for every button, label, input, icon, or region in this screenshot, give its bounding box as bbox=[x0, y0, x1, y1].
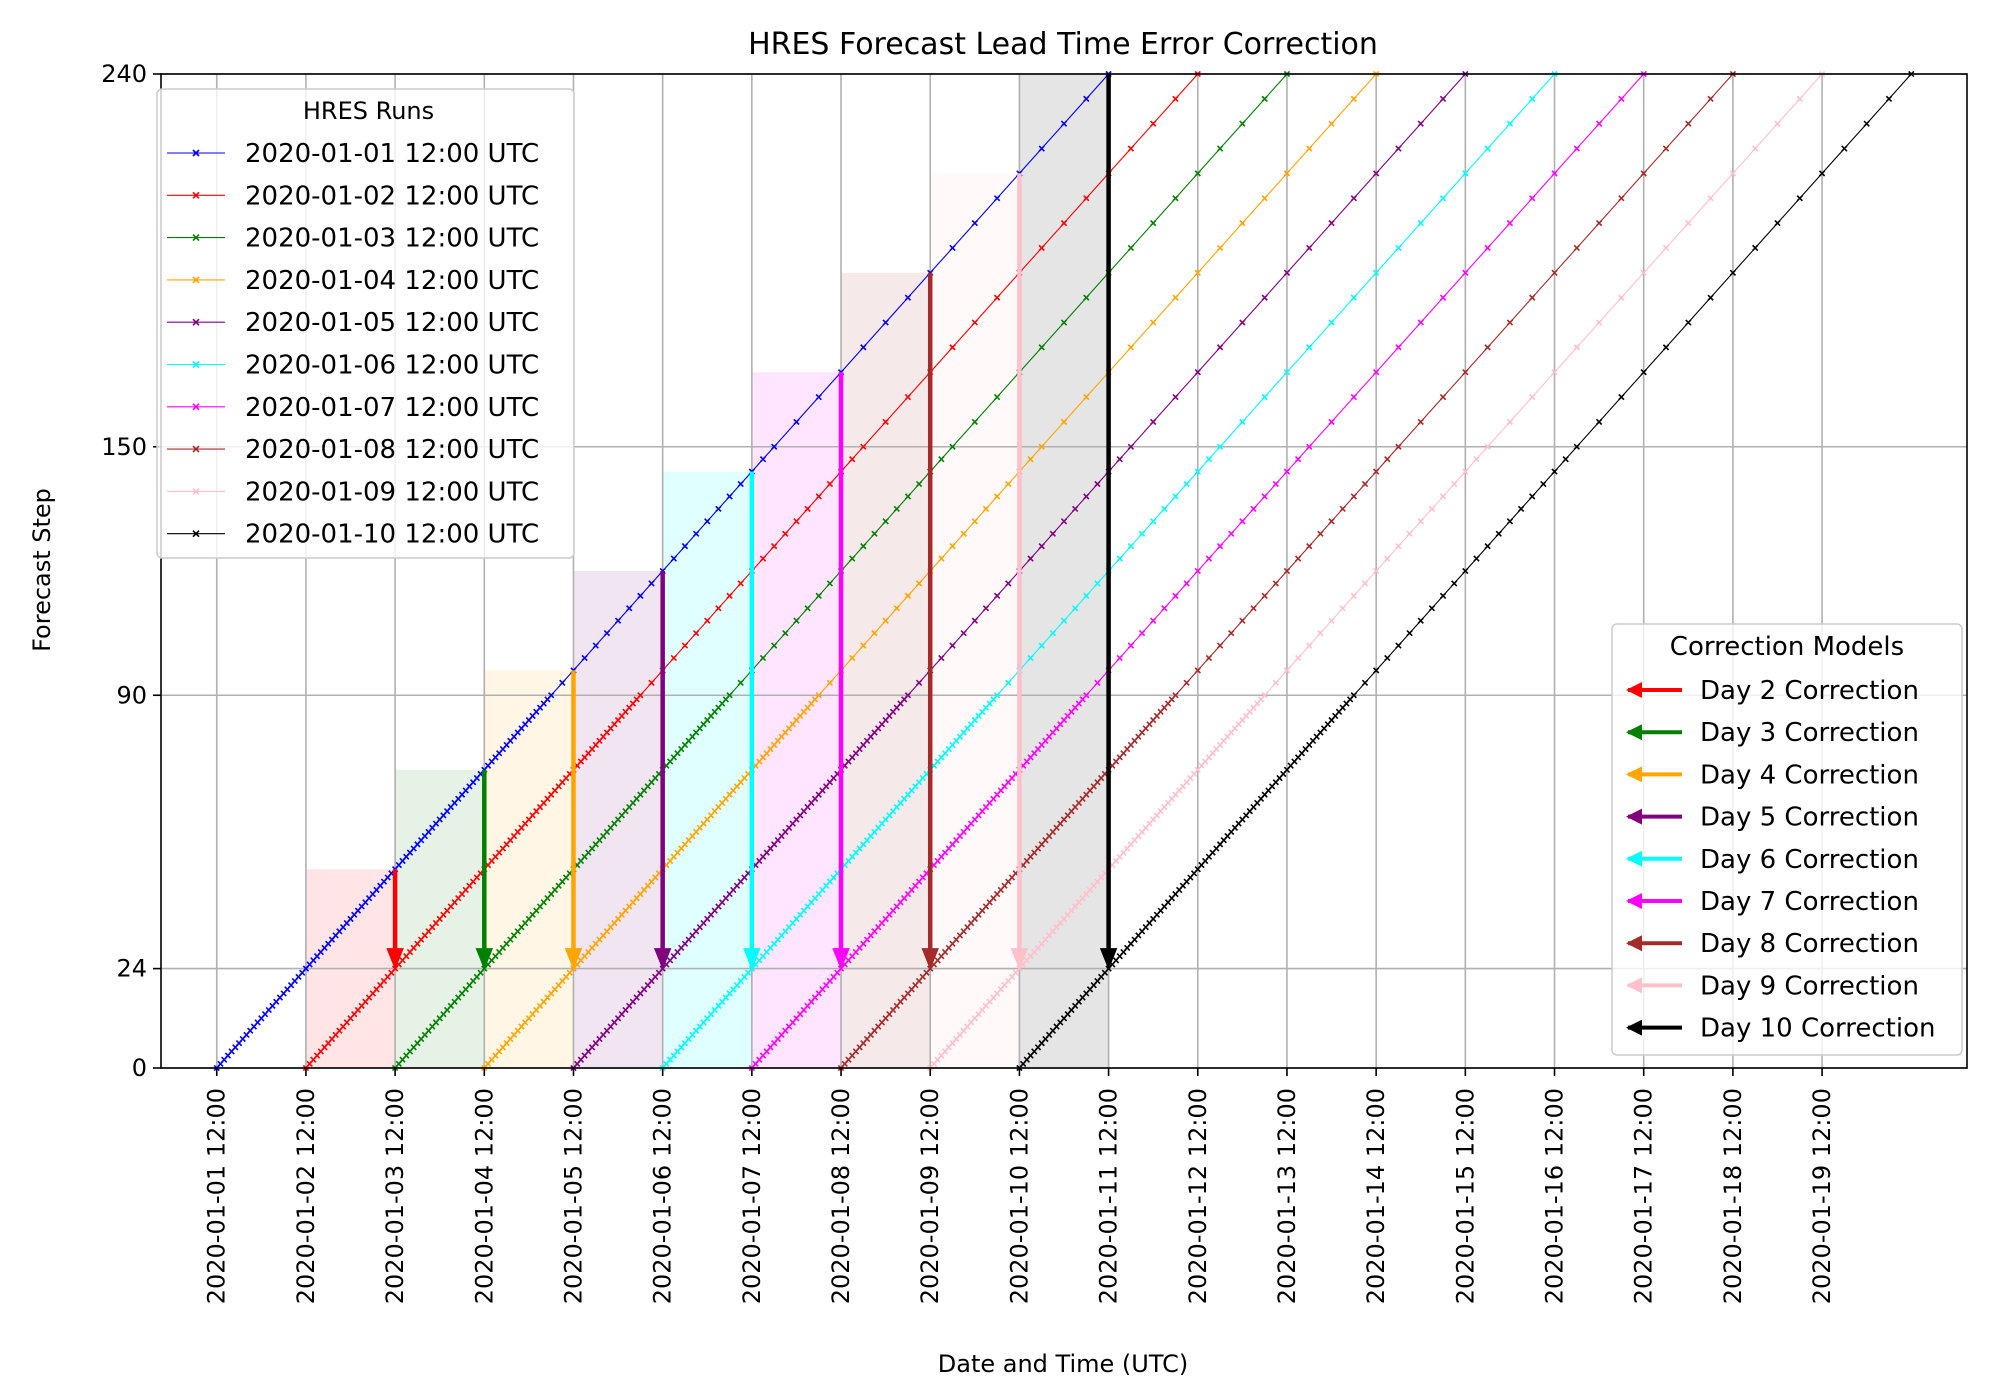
legend-corr-label: Day 3 Correction bbox=[1700, 718, 1919, 748]
legend-corr-swatch-arrowhead bbox=[1626, 1019, 1642, 1036]
legend-run-label: 2020-01-01 12:00 UTC bbox=[245, 139, 539, 169]
legend-runs-box bbox=[156, 88, 575, 559]
y-tick-label: 24 bbox=[116, 955, 147, 983]
correction-arrow-head-day-4 bbox=[564, 948, 583, 970]
legend-corr-swatch-arrowhead bbox=[1626, 766, 1642, 783]
legend-run-swatch-marker bbox=[192, 234, 200, 242]
correction-shade-day-4 bbox=[484, 670, 574, 1068]
legend-runs-title: HRES Runs bbox=[303, 97, 434, 125]
legend-run-swatch-marker bbox=[192, 360, 200, 369]
legend-corr-label: Day 8 Correction bbox=[1700, 929, 1919, 959]
legend-run-label: 2020-01-05 12:00 UTC bbox=[245, 308, 539, 338]
plot-frame bbox=[160, 73, 1968, 1069]
legend-corr-swatch-arrowhead bbox=[1626, 935, 1642, 952]
x-tick-label: 2020-01-11 12:00 bbox=[1095, 1088, 1123, 1304]
x-axis-label: Date and Time (UTC) bbox=[938, 1350, 1188, 1378]
correction-shade-day-8 bbox=[841, 272, 931, 1068]
x-tick-label: 2020-01-06 12:00 bbox=[649, 1088, 677, 1304]
correction-arrow-head-day-8 bbox=[921, 948, 939, 970]
correction-arrow-head-day-2 bbox=[386, 948, 404, 970]
legend-run-swatch-marker bbox=[192, 403, 200, 411]
legend-run-swatch-marker bbox=[192, 318, 200, 326]
x-tick-label: 2020-01-03 12:00 bbox=[381, 1088, 409, 1304]
legend-corr-box bbox=[1611, 623, 1963, 1056]
x-tick-label: 2020-01-17 12:00 bbox=[1630, 1088, 1658, 1304]
x-tick-label: 2020-01-10 12:00 bbox=[1005, 1088, 1033, 1304]
correction-arrow-head-day-9 bbox=[1010, 948, 1029, 970]
legend-run-label: 2020-01-07 12:00 UTC bbox=[245, 393, 539, 423]
correction-arrow-head-day-7 bbox=[832, 948, 850, 970]
legend-correction-models: Correction Models Day 2 Correction Day 3 C… bbox=[1611, 623, 1963, 1056]
legend-corr-swatch-arrowhead bbox=[1626, 850, 1642, 867]
chart-title: HRES Forecast Lead Time Error Correction bbox=[748, 27, 1378, 62]
run-lines bbox=[213, 70, 1915, 1072]
legend-run-swatch-marker bbox=[192, 487, 200, 495]
legend-run-swatch-marker bbox=[192, 445, 200, 453]
legend-run-label: 2020-01-10 12:00 UTC bbox=[245, 520, 539, 550]
x-tick-label: 2020-01-15 12:00 bbox=[1451, 1088, 1479, 1304]
y-axis-label: Forecast Step bbox=[28, 488, 56, 652]
legend-corr-swatch-arrowhead bbox=[1626, 724, 1642, 741]
legend-run-swatch-marker bbox=[192, 191, 200, 199]
legend-run-swatch-marker bbox=[192, 149, 200, 157]
legend-corr-swatch-arrowhead bbox=[1626, 977, 1642, 994]
legend-run-label: 2020-01-08 12:00 UTC bbox=[245, 435, 539, 465]
x-tick-label: 2020-01-16 12:00 bbox=[1541, 1088, 1569, 1304]
axis-ticks: 0 24 90 150 240 2020-01-01 12:00 2020-01-02 12… bbox=[101, 60, 1836, 1304]
legend-corr-label: Day 4 Correction bbox=[1700, 760, 1919, 790]
x-tick-label: 2020-01-13 12:00 bbox=[1273, 1088, 1301, 1304]
legend-run-label: 2020-01-04 12:00 UTC bbox=[245, 266, 539, 296]
x-tick-label: 2020-01-04 12:00 bbox=[470, 1088, 498, 1304]
x-tick-label: 2020-01-19 12:00 bbox=[1808, 1088, 1836, 1304]
legend-corr-swatch-arrowhead bbox=[1626, 682, 1642, 698]
legend-run-swatch-marker bbox=[192, 276, 200, 284]
legend-run-label: 2020-01-09 12:00 UTC bbox=[245, 477, 539, 507]
x-tick-label: 2020-01-08 12:00 bbox=[827, 1088, 855, 1304]
x-tick-label: 2020-01-12 12:00 bbox=[1184, 1088, 1212, 1304]
correction-shade-day-6 bbox=[662, 471, 752, 1069]
legend-run-swatch-marker bbox=[192, 530, 200, 538]
x-tick-label: 2020-01-14 12:00 bbox=[1362, 1088, 1390, 1304]
run-line-2020-01-10 bbox=[1016, 70, 1915, 1072]
legend-corr-label: Day 6 Correction bbox=[1700, 845, 1919, 875]
y-tick-label: 0 bbox=[132, 1054, 147, 1082]
legend-corr-label: Day 7 Correction bbox=[1700, 887, 1919, 917]
correction-arrow-head-day-5 bbox=[653, 948, 672, 970]
x-tick-label: 2020-01-09 12:00 bbox=[916, 1088, 944, 1304]
legend-corr-swatch-arrowhead bbox=[1626, 808, 1642, 825]
correction-arrow-head-day-6 bbox=[743, 948, 761, 970]
correction-arrows bbox=[386, 74, 1118, 970]
legend-corr-title: Correction Models bbox=[1670, 632, 1904, 662]
y-tick-label: 150 bbox=[101, 433, 147, 461]
legend-corr-label: Day 5 Correction bbox=[1700, 803, 1919, 833]
x-tick-label: 2020-01-01 12:00 bbox=[203, 1088, 231, 1304]
legend-run-label: 2020-01-02 12:00 UTC bbox=[245, 181, 539, 211]
x-tick-label: 2020-01-18 12:00 bbox=[1719, 1088, 1747, 1304]
legend-hres-runs: HRES Runs 2020-01-01 12:00 UTC 2020-01-02 … bbox=[156, 88, 575, 559]
legend-corr-label: Day 2 Correction bbox=[1700, 676, 1919, 706]
correction-arrow-head-day-3 bbox=[475, 948, 494, 970]
y-tick-label: 90 bbox=[116, 681, 147, 709]
x-tick-label: 2020-01-05 12:00 bbox=[559, 1088, 587, 1304]
legend-run-label: 2020-01-03 12:00 UTC bbox=[245, 224, 539, 254]
legend-corr-label: Day 9 Correction bbox=[1700, 971, 1919, 1001]
legend-corr-label: Day 10 Correction bbox=[1700, 1014, 1935, 1044]
x-tick-label: 2020-01-02 12:00 bbox=[292, 1088, 320, 1304]
x-tick-label: 2020-01-07 12:00 bbox=[738, 1088, 766, 1304]
y-tick-label: 240 bbox=[101, 60, 147, 88]
correction-arrow-head-day-10 bbox=[1099, 948, 1118, 970]
legend-run-label: 2020-01-06 12:00 UTC bbox=[245, 351, 539, 381]
legend-corr-swatch-arrowhead bbox=[1626, 893, 1642, 909]
